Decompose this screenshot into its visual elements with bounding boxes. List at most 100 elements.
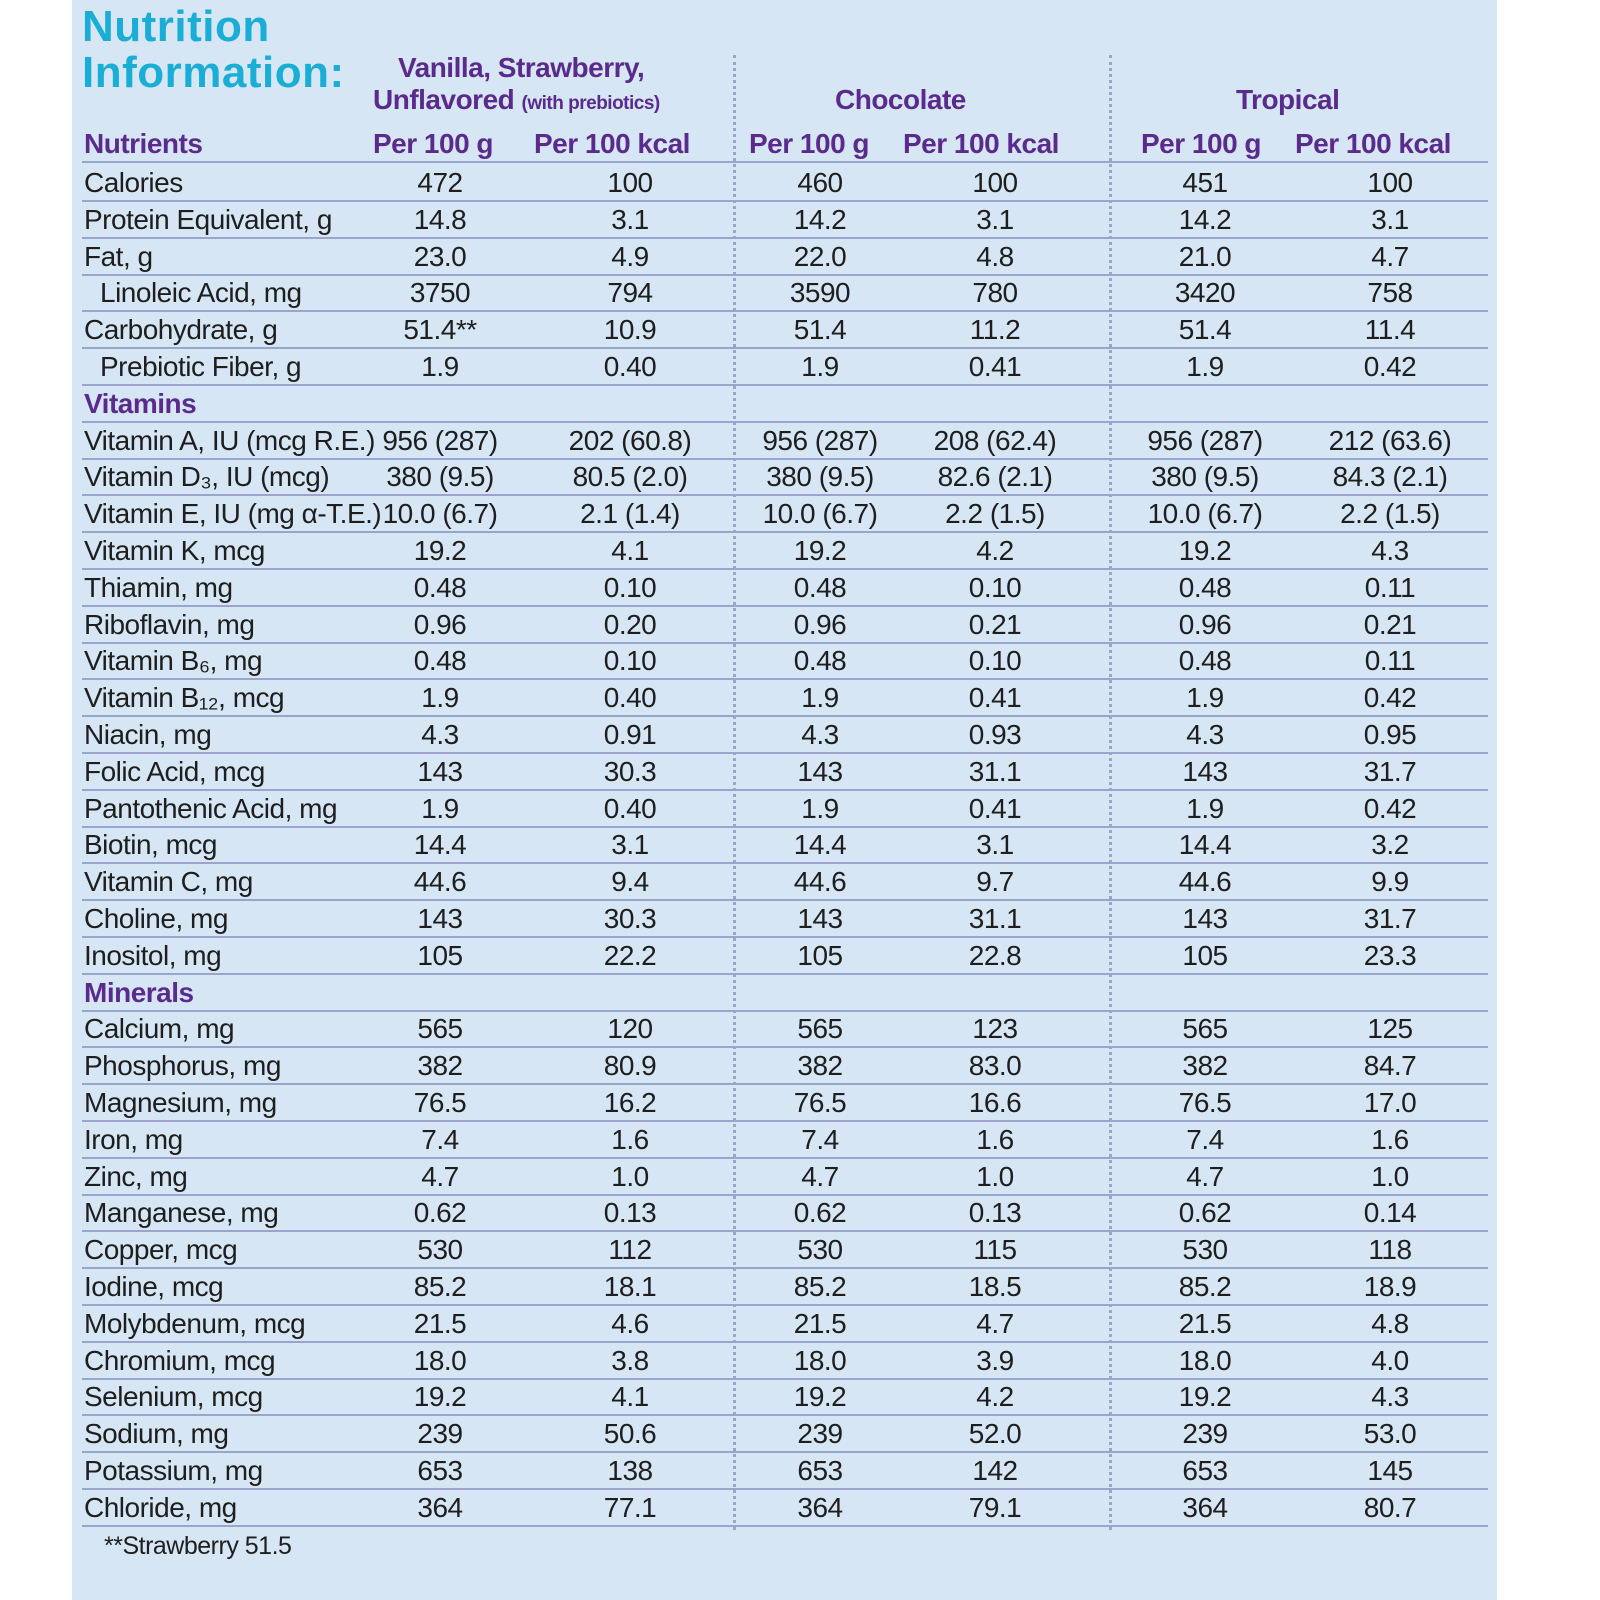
table-row: Carbohydrate, g 51.4** 10.9 51.4 11.2 51.4 11.… bbox=[82, 310, 1488, 350]
table-row: Chromium, mcg 18.0 3.8 18.0 3.9 18.0 4.0 bbox=[82, 1341, 1488, 1380]
nutrient-label: Vitamin B₁₂, mcg bbox=[84, 682, 285, 714]
value-tropical-per100g: 4.7 bbox=[1186, 1160, 1224, 1192]
value-tropical-per100g: 76.5 bbox=[1178, 1087, 1232, 1118]
value-vanilla-per100g: 4.7 bbox=[421, 1160, 459, 1192]
value-vanilla-per100kcal: 1.6 bbox=[611, 1123, 649, 1155]
value-vanilla-per100g: 380 (9.5) bbox=[386, 461, 494, 493]
value-vanilla-per100g: 19.2 bbox=[413, 1381, 467, 1413]
nutrient-label: Niacin, mg bbox=[84, 719, 212, 750]
table-row: Vitamin C, mg 44.6 9.4 44.6 9.7 44.6 9.9 bbox=[82, 862, 1488, 902]
table-row: Sodium, mg 239 50.6 239 52.0 239 53.0 bbox=[82, 1414, 1488, 1454]
value-tropical-per100g: 85.2 bbox=[1178, 1271, 1232, 1302]
value-chocolate-per100g: 4.7 bbox=[801, 1160, 839, 1192]
value-vanilla-per100g: 0.96 bbox=[413, 608, 467, 640]
value-vanilla-per100kcal: 0.10 bbox=[603, 571, 657, 603]
value-vanilla-per100g: 530 bbox=[417, 1234, 463, 1266]
table-row: Inositol, mg 105 22.2 105 22.8 105 23.3 bbox=[82, 936, 1488, 975]
value-tropical-per100g: 0.62 bbox=[1178, 1197, 1232, 1229]
value-chocolate-per100g: 85.2 bbox=[793, 1271, 847, 1302]
table-row: Choline, mg 143 30.3 143 31.1 143 31.7 bbox=[82, 899, 1488, 938]
value-tropical-per100kcal: 4.3 bbox=[1371, 535, 1409, 566]
value-chocolate-per100kcal: 22.8 bbox=[968, 939, 1022, 971]
value-chocolate-per100kcal: 4.2 bbox=[976, 535, 1014, 566]
nutrient-label: Manganese, mg bbox=[84, 1197, 279, 1229]
value-vanilla-per100g: 105 bbox=[417, 939, 463, 971]
value-chocolate-per100g: 19.2 bbox=[793, 535, 847, 566]
value-chocolate-per100g: 44.6 bbox=[793, 866, 847, 898]
value-tropical-per100kcal: 145 bbox=[1367, 1455, 1413, 1486]
value-tropical-per100kcal: 23.3 bbox=[1363, 939, 1417, 971]
table-row: Vitamin B₁₂, mcg 1.9 0.40 1.9 0.41 1.9 0.42 bbox=[82, 678, 1488, 718]
value-chocolate-per100g: 1.9 bbox=[801, 682, 839, 714]
value-vanilla-per100kcal: 0.40 bbox=[603, 792, 657, 824]
value-chocolate-per100g: 1.9 bbox=[801, 351, 839, 382]
value-chocolate-per100g: 105 bbox=[797, 939, 843, 971]
value-tropical-per100g: 0.48 bbox=[1178, 571, 1232, 603]
value-chocolate-per100g: 382 bbox=[797, 1050, 843, 1082]
nutrient-label: Potassium, mg bbox=[84, 1455, 263, 1486]
value-chocolate-per100g: 76.5 bbox=[793, 1087, 847, 1118]
value-tropical-per100g: 18.0 bbox=[1178, 1344, 1232, 1376]
value-chocolate-per100kcal: 1.0 bbox=[976, 1160, 1014, 1192]
value-vanilla-per100g: 3750 bbox=[409, 277, 471, 309]
value-vanilla-per100kcal: 3.1 bbox=[611, 829, 649, 861]
value-tropical-per100g: 382 bbox=[1182, 1050, 1228, 1082]
value-tropical-per100g: 0.96 bbox=[1178, 608, 1232, 640]
value-chocolate-per100g: 21.5 bbox=[793, 1307, 847, 1339]
table-row: Potassium, mg 653 138 653 142 653 145 bbox=[82, 1451, 1488, 1490]
value-chocolate-per100g: 653 bbox=[797, 1455, 843, 1486]
value-tropical-per100g: 1.9 bbox=[1186, 682, 1224, 714]
nutrient-label: Pantothenic Acid, mg bbox=[84, 792, 338, 824]
value-tropical-per100kcal: 0.14 bbox=[1363, 1197, 1417, 1229]
value-tropical-per100kcal: 4.0 bbox=[1371, 1344, 1409, 1376]
value-chocolate-per100g: 14.2 bbox=[793, 203, 847, 235]
value-vanilla-per100g: 51.4** bbox=[403, 314, 477, 346]
nutrient-label: Protein Equivalent, g bbox=[84, 203, 332, 235]
value-vanilla-per100g: 19.2 bbox=[413, 535, 467, 566]
value-tropical-per100g: 44.6 bbox=[1178, 866, 1232, 898]
header-tropical-per100g: Per 100 g bbox=[1141, 128, 1262, 159]
value-chocolate-per100g: 4.3 bbox=[801, 719, 839, 750]
value-chocolate-per100kcal: 3.9 bbox=[976, 1344, 1014, 1376]
nutrient-label: Zinc, mg bbox=[84, 1160, 188, 1192]
title-line-1: Nutrition bbox=[82, 2, 270, 51]
value-vanilla-per100kcal: 22.2 bbox=[603, 939, 657, 971]
value-tropical-per100kcal: 17.0 bbox=[1363, 1087, 1417, 1118]
value-vanilla-per100g: 1.9 bbox=[421, 351, 459, 382]
nutrient-label: Vitamin E, IU (mg α-T.E.) bbox=[84, 498, 382, 530]
group-vanilla-name: Unflavored bbox=[373, 84, 515, 115]
nutrient-label: Calcium, mg bbox=[84, 1013, 235, 1045]
value-tropical-per100g: 143 bbox=[1182, 903, 1228, 934]
value-chocolate-per100kcal: 0.93 bbox=[968, 719, 1022, 750]
value-chocolate-per100g: 0.96 bbox=[793, 608, 847, 640]
value-vanilla-per100kcal: 4.1 bbox=[611, 1381, 649, 1413]
table-row: Iron, mg 7.4 1.6 7.4 1.6 7.4 1.6 bbox=[82, 1120, 1488, 1159]
value-vanilla-per100g: 76.5 bbox=[413, 1087, 467, 1118]
table-row: Phosphorus, mg 382 80.9 382 83.0 382 84.7 bbox=[82, 1046, 1488, 1086]
value-vanilla-per100kcal: 18.1 bbox=[603, 1271, 657, 1302]
value-tropical-per100g: 14.4 bbox=[1178, 829, 1232, 861]
value-chocolate-per100g: 380 (9.5) bbox=[766, 461, 874, 493]
value-vanilla-per100g: 0.48 bbox=[413, 571, 467, 603]
value-tropical-per100g: 239 bbox=[1182, 1418, 1228, 1450]
value-vanilla-per100g: 14.8 bbox=[413, 203, 467, 235]
value-tropical-per100kcal: 9.9 bbox=[1371, 866, 1409, 898]
value-vanilla-per100g: 143 bbox=[417, 755, 463, 787]
value-tropical-per100kcal: 18.9 bbox=[1363, 1271, 1417, 1302]
footnote: **Strawberry 51.5 bbox=[104, 1532, 292, 1560]
value-vanilla-per100g: 956 (287) bbox=[382, 424, 498, 456]
value-vanilla-per100kcal: 2.1 (1.4) bbox=[580, 498, 680, 530]
header-vanilla-per100kcal: Per 100 kcal bbox=[534, 128, 690, 159]
value-tropical-per100g: 14.2 bbox=[1178, 203, 1232, 235]
value-tropical-per100kcal: 0.21 bbox=[1363, 608, 1417, 640]
value-chocolate-per100kcal: 0.10 bbox=[968, 645, 1022, 677]
nutrition-panel bbox=[72, 0, 1497, 1600]
value-tropical-per100g: 451 bbox=[1182, 167, 1228, 198]
value-tropical-per100g: 0.48 bbox=[1178, 645, 1232, 677]
value-tropical-per100g: 1.9 bbox=[1186, 792, 1224, 824]
value-vanilla-per100kcal: 10.9 bbox=[603, 314, 657, 346]
table-row: Magnesium, mg 76.5 16.2 76.5 16.6 76.5 17.0 bbox=[82, 1083, 1488, 1122]
value-chocolate-per100kcal: 11.2 bbox=[969, 314, 1021, 346]
value-vanilla-per100kcal: 0.10 bbox=[603, 645, 657, 677]
value-chocolate-per100g: 0.48 bbox=[793, 571, 847, 603]
